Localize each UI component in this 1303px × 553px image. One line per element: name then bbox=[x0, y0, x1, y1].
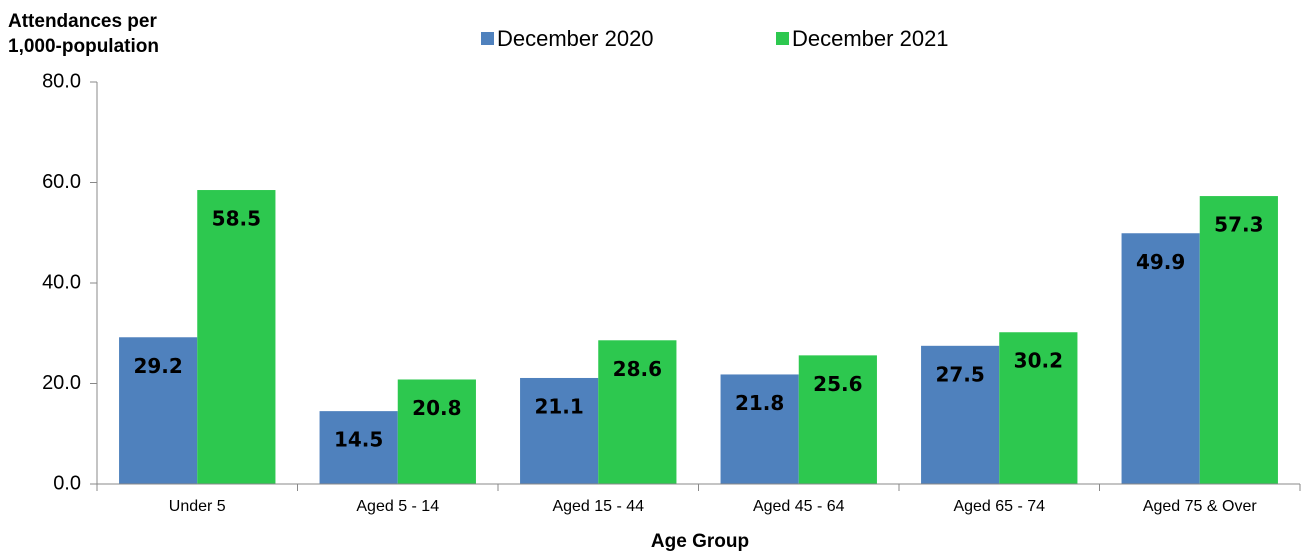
legend-label: December 2021 bbox=[792, 26, 949, 51]
value-label: 29.2 bbox=[133, 354, 182, 378]
value-label: 20.8 bbox=[412, 396, 461, 420]
value-label: 30.2 bbox=[1014, 349, 1063, 373]
value-label: 14.5 bbox=[334, 428, 383, 452]
value-label: 21.8 bbox=[735, 391, 784, 415]
y-tick-label: 60.0 bbox=[42, 171, 81, 193]
x-tick-label: Aged 45 - 64 bbox=[753, 498, 845, 515]
bar bbox=[921, 345, 1000, 484]
x-tick-label: Aged 15 - 44 bbox=[552, 498, 644, 515]
bar bbox=[319, 411, 398, 484]
x-axis-label: Age Group bbox=[651, 531, 749, 552]
value-label: 25.6 bbox=[813, 372, 862, 396]
bar bbox=[1199, 196, 1278, 484]
legend-label: December 2020 bbox=[497, 26, 654, 51]
bar bbox=[598, 340, 677, 484]
bar bbox=[1121, 233, 1200, 484]
y-tick-label: 0.0 bbox=[53, 472, 81, 494]
value-label: 28.6 bbox=[613, 357, 662, 381]
bar bbox=[520, 377, 599, 484]
bar bbox=[397, 379, 476, 484]
y-axis-label: 1,000-population bbox=[8, 36, 159, 57]
value-label: 21.1 bbox=[534, 394, 583, 418]
y-tick-label: 20.0 bbox=[42, 372, 81, 394]
bar bbox=[999, 332, 1078, 484]
bar bbox=[119, 337, 198, 484]
bar bbox=[798, 355, 877, 484]
value-label: 57.3 bbox=[1214, 213, 1263, 237]
y-tick-label: 80.0 bbox=[42, 70, 81, 92]
legend-swatch bbox=[776, 32, 789, 45]
bar bbox=[197, 190, 276, 484]
x-tick-label: Aged 5 - 14 bbox=[356, 498, 439, 515]
value-label: 49.9 bbox=[1136, 250, 1185, 274]
y-axis-label: Attendances per bbox=[8, 11, 157, 32]
y-tick-label: 40.0 bbox=[42, 271, 81, 293]
x-tick-label: Under 5 bbox=[169, 498, 226, 515]
x-tick-label: Aged 75 & Over bbox=[1143, 498, 1258, 515]
x-tick-label: Aged 65 - 74 bbox=[953, 498, 1045, 515]
value-label: 27.5 bbox=[935, 362, 984, 386]
legend-swatch bbox=[481, 32, 494, 45]
bar bbox=[720, 374, 799, 484]
value-label: 58.5 bbox=[212, 207, 261, 231]
